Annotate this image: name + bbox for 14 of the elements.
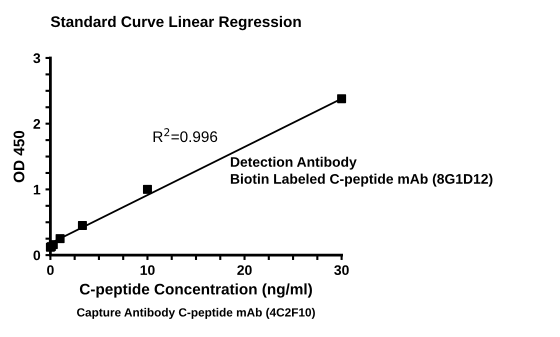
x-tick-label: 10 xyxy=(140,265,155,276)
x-tick-label: 30 xyxy=(334,265,349,276)
x-tick-label: 20 xyxy=(237,265,252,276)
text: Capture Antibody C-peptide mAb (4C2F10) xyxy=(77,308,315,319)
chart-title: Standard Curve Linear Regression xyxy=(50,16,301,30)
y-axis-title: OD 450 xyxy=(14,130,24,182)
annotation: R$^{2}$=0.996 xyxy=(154,128,218,142)
y-tick-label: 1 xyxy=(34,184,40,194)
y-tick-label: 0 xyxy=(34,250,40,260)
annotation: Detection Antibody Biotin Labeled C-peptide mAb (8G1D12) xyxy=(230,156,492,187)
x-tick-label: 0 xyxy=(47,265,54,276)
y-tick-label: 3 xyxy=(33,53,40,64)
y-tick-label: 2 xyxy=(33,119,40,129)
x-axis-title: C-peptide Concentration (ng/ml) xyxy=(80,283,312,298)
